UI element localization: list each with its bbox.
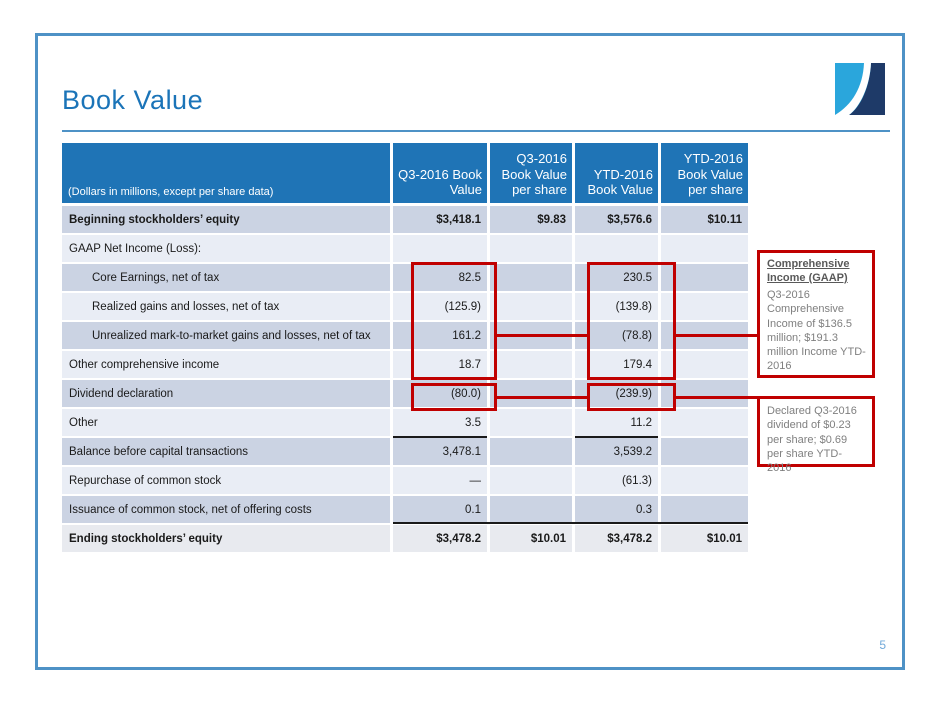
cell-value	[490, 467, 572, 494]
company-logo-icon	[835, 63, 885, 115]
cell-value	[490, 380, 572, 407]
table-row: Repurchase of common stock — (61.3)	[62, 467, 748, 494]
page-title: Book Value	[62, 85, 204, 115]
callout-body: Q3-2016 Comprehensive Income of $136.5 m…	[767, 288, 866, 373]
cell-value: $3,576.6	[575, 206, 658, 233]
row-label: Dividend declaration	[62, 380, 390, 407]
row-label: Other comprehensive income	[62, 351, 390, 378]
cell-value	[490, 351, 572, 378]
cell-value: 0.1	[393, 496, 487, 523]
cell-value	[490, 293, 572, 320]
subtotal-rule-ytd	[575, 436, 658, 438]
highlight-box-ytd-net-income	[587, 262, 676, 380]
connector-line-dividend	[495, 396, 589, 399]
title-divider	[62, 130, 890, 132]
connector-line-net-income-callout	[674, 334, 758, 337]
column-header-q3-book-value: Q3-2016 Book Value	[393, 143, 487, 203]
column-header-ytd-per-share: YTD-2016 Book Value per share	[661, 143, 748, 203]
column-header-q3-per-share: Q3-2016 Book Value per share	[490, 143, 572, 203]
cell-value: $3,478.2	[575, 525, 658, 552]
cell-value: 18.7	[393, 351, 487, 378]
cell-value: 3,478.1	[393, 438, 487, 465]
table-row: Other comprehensive income 18.7 179.4	[62, 351, 748, 378]
row-label: Beginning stockholders’ equity	[62, 206, 390, 233]
page-number: 5	[879, 638, 886, 652]
callout-title: Comprehensive Income (GAAP)	[767, 258, 850, 284]
cell-value	[490, 409, 572, 436]
row-label: Realized gains and losses, net of tax	[62, 293, 390, 320]
row-label: Ending stockholders’ equity	[62, 525, 390, 552]
connector-line-net-income	[495, 334, 589, 337]
cell-value	[661, 467, 748, 494]
cell-value	[490, 264, 572, 291]
cell-value	[575, 235, 658, 262]
highlight-box-q3-dividend	[411, 383, 497, 411]
cell-value: $3,418.1	[393, 206, 487, 233]
table-row: Ending stockholders’ equity $3,478.2 $10.0…	[62, 525, 748, 552]
cell-value: (61.3)	[575, 467, 658, 494]
row-label: Other	[62, 409, 390, 436]
callout-comprehensive-income: Comprehensive Income (GAAP) Q3-2016 Comp…	[757, 250, 875, 378]
cell-value	[661, 235, 748, 262]
table-row: GAAP Net Income (Loss):	[62, 235, 748, 262]
cell-value: $10.01	[661, 525, 748, 552]
cell-value	[393, 235, 487, 262]
table-row: Core Earnings, net of tax 82.5 230.5	[62, 264, 748, 291]
row-label: Unrealized mark-to-market gains and loss…	[62, 322, 390, 349]
highlight-box-ytd-dividend	[587, 383, 676, 411]
cell-value: 11.2	[575, 409, 658, 436]
table-row: Beginning stockholders’ equity $3,418.1 $9…	[62, 206, 748, 233]
callout-dividend: Declared Q3-2016 dividend of $0.23 per s…	[757, 396, 875, 474]
table-row: Realized gains and losses, net of tax (12…	[62, 293, 748, 320]
callout-body: Declared Q3-2016 dividend of $0.23 per s…	[767, 405, 857, 475]
column-header-ytd-book-value: YTD-2016 Book Value	[575, 143, 658, 203]
cell-value: $3,478.2	[393, 525, 487, 552]
cell-value: $10.01	[490, 525, 572, 552]
table-row: Issuance of common stock, net of offerin…	[62, 496, 748, 523]
row-label: Issuance of common stock, net of offerin…	[62, 496, 390, 523]
connector-line-dividend-callout	[674, 396, 758, 399]
table-header-note: (Dollars in millions, except per share d…	[62, 143, 390, 203]
table-header-row: (Dollars in millions, except per share d…	[62, 143, 748, 203]
cell-value	[661, 496, 748, 523]
row-label: Balance before capital transactions	[62, 438, 390, 465]
cell-value	[661, 409, 748, 436]
highlight-box-q3-net-income	[411, 262, 497, 380]
cell-value: $10.11	[661, 206, 748, 233]
cell-value	[661, 438, 748, 465]
cell-value: (125.9)	[393, 293, 487, 320]
cell-value	[490, 438, 572, 465]
cell-value	[490, 496, 572, 523]
subtotal-rule-q3	[393, 436, 487, 438]
cell-value: $9.83	[490, 206, 572, 233]
cell-value: 0.3	[575, 496, 658, 523]
row-label: Core Earnings, net of tax	[62, 264, 390, 291]
cell-value: 3.5	[393, 409, 487, 436]
cell-value: 82.5	[393, 264, 487, 291]
cell-value: 161.2	[393, 322, 487, 349]
table-row: Balance before capital transactions 3,478…	[62, 438, 748, 465]
total-rule	[393, 522, 748, 524]
row-label: Repurchase of common stock	[62, 467, 390, 494]
cell-value: —	[393, 467, 487, 494]
row-label: GAAP Net Income (Loss):	[62, 235, 390, 262]
table-row: Other 3.5 11.2	[62, 409, 748, 436]
cell-value: 3,539.2	[575, 438, 658, 465]
cell-value	[490, 235, 572, 262]
